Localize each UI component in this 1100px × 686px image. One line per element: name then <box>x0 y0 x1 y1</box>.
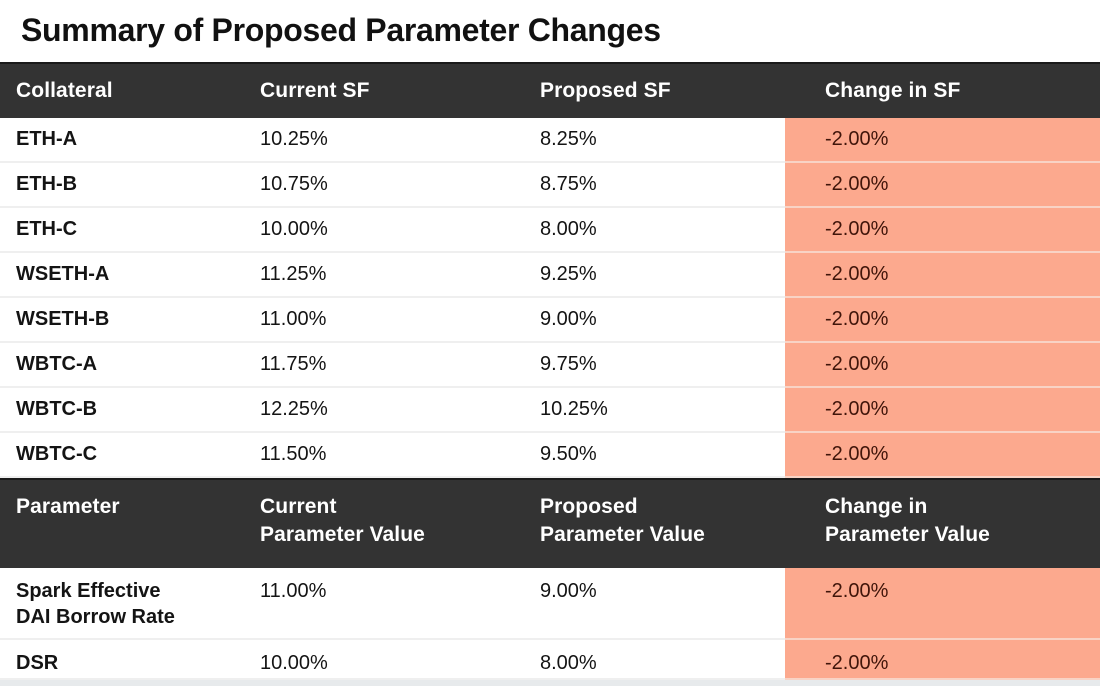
change-sf-cell: -2.00% <box>785 118 1100 163</box>
table-row: DSR 10.00% 8.00% -2.00% <box>0 640 1100 680</box>
param-header-current: Current Parameter Value <box>244 478 524 568</box>
table-row: ETH-A 10.25% 8.25% -2.00% <box>0 118 1100 163</box>
proposed-sf-cell: 9.75% <box>524 343 785 388</box>
proposed-sf-cell: 9.00% <box>524 298 785 343</box>
collateral-cell: WBTC-A <box>0 343 244 388</box>
current-sf-cell: 11.25% <box>244 253 524 298</box>
current-sf-cell: 11.00% <box>244 298 524 343</box>
collateral-cell: WBTC-C <box>0 433 244 478</box>
proposed-value-cell: 9.00% <box>524 568 785 640</box>
change-value-cell: -2.00% <box>785 640 1100 680</box>
param-header-change: Change in Parameter Value <box>785 478 1100 568</box>
change-value-cell: -2.00% <box>785 568 1100 640</box>
sf-header-collateral: Collateral <box>0 62 244 118</box>
proposed-sf-cell: 8.25% <box>524 118 785 163</box>
sf-header-change: Change in SF <box>785 62 1100 118</box>
table-row: Spark Effective DAI Borrow Rate 11.00% 9… <box>0 568 1100 640</box>
change-sf-cell: -2.00% <box>785 298 1100 343</box>
current-value-cell: 10.00% <box>244 640 524 680</box>
current-value-cell: 11.00% <box>244 568 524 640</box>
table-row: WBTC-C 11.50% 9.50% -2.00% <box>0 433 1100 478</box>
table-row: WBTC-B 12.25% 10.25% -2.00% <box>0 388 1100 433</box>
bottom-edge-strip <box>0 680 1100 686</box>
table-row: WBTC-A 11.75% 9.75% -2.00% <box>0 343 1100 388</box>
current-sf-cell: 11.75% <box>244 343 524 388</box>
change-sf-cell: -2.00% <box>785 433 1100 478</box>
collateral-cell: ETH-B <box>0 163 244 208</box>
sf-header-proposed: Proposed SF <box>524 62 785 118</box>
proposed-value-cell: 8.00% <box>524 640 785 680</box>
collateral-cell: WSETH-A <box>0 253 244 298</box>
change-sf-cell: -2.00% <box>785 343 1100 388</box>
table-row: WSETH-A 11.25% 9.25% -2.00% <box>0 253 1100 298</box>
change-sf-cell: -2.00% <box>785 253 1100 298</box>
change-sf-cell: -2.00% <box>785 163 1100 208</box>
proposed-sf-cell: 10.25% <box>524 388 785 433</box>
param-header-parameter: Parameter <box>0 478 244 568</box>
param-header-proposed: Proposed Parameter Value <box>524 478 785 568</box>
current-sf-cell: 10.25% <box>244 118 524 163</box>
current-sf-cell: 10.00% <box>244 208 524 253</box>
table-row: WSETH-B 11.00% 9.00% -2.00% <box>0 298 1100 343</box>
sf-header-current: Current SF <box>244 62 524 118</box>
proposed-sf-cell: 9.50% <box>524 433 785 478</box>
collateral-cell: ETH-A <box>0 118 244 163</box>
current-sf-cell: 12.25% <box>244 388 524 433</box>
change-sf-cell: -2.00% <box>785 208 1100 253</box>
stability-fee-table: Collateral Current SF Proposed SF Change… <box>0 62 1100 478</box>
parameter-cell: DSR <box>0 640 244 680</box>
collateral-cell: WBTC-B <box>0 388 244 433</box>
sf-header-row: Collateral Current SF Proposed SF Change… <box>0 62 1100 118</box>
collateral-cell: WSETH-B <box>0 298 244 343</box>
change-sf-cell: -2.00% <box>785 388 1100 433</box>
table-row: ETH-B 10.75% 8.75% -2.00% <box>0 163 1100 208</box>
proposed-sf-cell: 8.75% <box>524 163 785 208</box>
parameter-cell: Spark Effective DAI Borrow Rate <box>0 568 244 640</box>
current-sf-cell: 11.50% <box>244 433 524 478</box>
table-row: ETH-C 10.00% 8.00% -2.00% <box>0 208 1100 253</box>
current-sf-cell: 10.75% <box>244 163 524 208</box>
parameter-value-table: Parameter Current Parameter Value Propos… <box>0 478 1100 680</box>
collateral-cell: ETH-C <box>0 208 244 253</box>
proposed-sf-cell: 8.00% <box>524 208 785 253</box>
proposed-sf-cell: 9.25% <box>524 253 785 298</box>
param-header-row: Parameter Current Parameter Value Propos… <box>0 478 1100 568</box>
page-title: Summary of Proposed Parameter Changes <box>21 12 661 48</box>
